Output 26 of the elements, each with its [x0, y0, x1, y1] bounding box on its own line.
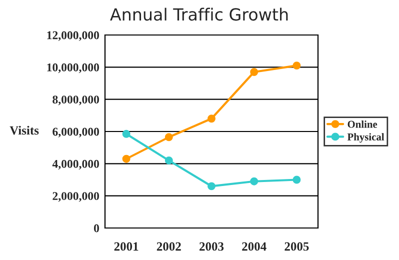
y-tick-label: 8,000,000 [52, 96, 99, 106]
x-tick-label: 2001 [114, 242, 138, 251]
legend-label: Online [348, 120, 378, 128]
point [292, 62, 301, 70]
chart-title: Annual Traffic Growth [110, 8, 288, 21]
y-tick-label: 12,000,000 [47, 31, 99, 41]
y-tick-label: 6,000,000 [52, 128, 99, 138]
y-tick-label: 4,000,000 [52, 160, 99, 170]
y-tick-label: 0 [94, 224, 99, 232]
x-tick-label: 2003 [200, 242, 224, 251]
y-axis-title: Visits [10, 126, 39, 135]
point [292, 176, 301, 184]
point [122, 130, 130, 138]
point [122, 154, 130, 163]
x-tick-label: 2002 [156, 242, 181, 251]
point [164, 156, 173, 164]
x-tick-label: 2004 [242, 242, 266, 251]
y-tick-label: 2,000,000 [52, 192, 99, 202]
x-tick-label: 2005 [284, 242, 309, 251]
point [250, 177, 258, 186]
legend-label: Physical [347, 133, 384, 143]
y-tick-label: 10,000,000 [47, 63, 99, 74]
point [250, 68, 258, 76]
point [208, 114, 216, 123]
point [208, 182, 216, 190]
point [164, 133, 173, 142]
